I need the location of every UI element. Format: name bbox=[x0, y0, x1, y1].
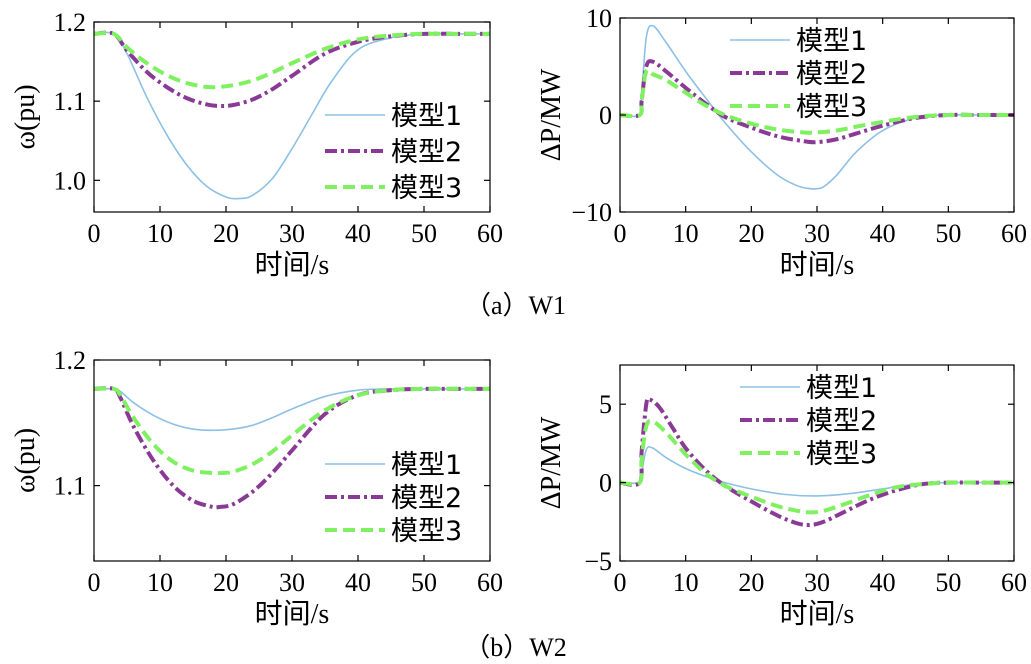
x-axis-label: 时间/s bbox=[780, 249, 855, 281]
y-tick-label: 1.1 bbox=[54, 87, 87, 116]
x-tick-label: 30 bbox=[279, 568, 305, 597]
y-tick-label: 1.0 bbox=[54, 166, 87, 195]
series-line-2 bbox=[620, 59, 1014, 145]
x-tick-label: 20 bbox=[213, 568, 239, 597]
series-line-3 bbox=[94, 30, 490, 90]
x-tick-label: 0 bbox=[614, 568, 627, 597]
y-axis-label: ΔP/MW bbox=[536, 416, 567, 509]
series-line-3 bbox=[620, 418, 1014, 515]
x-tick-label: 60 bbox=[1001, 568, 1027, 597]
y-tick-label: 5 bbox=[599, 390, 612, 419]
plot-area bbox=[620, 24, 1014, 190]
x-axis-label: 时间/s bbox=[255, 249, 330, 281]
y-tick-label: 1.2 bbox=[54, 8, 87, 37]
caption-b: （b）W2 bbox=[464, 633, 567, 662]
caption-a: （a）W1 bbox=[464, 291, 567, 320]
legend-label-2: 模型2 bbox=[806, 406, 877, 437]
x-tick-label: 0 bbox=[614, 219, 627, 248]
x-tick-label: 40 bbox=[870, 568, 896, 597]
legend-label-3: 模型3 bbox=[391, 173, 462, 204]
x-tick-label: 40 bbox=[345, 568, 371, 597]
x-tick-label: 50 bbox=[411, 568, 437, 597]
x-axis-label: 时间/s bbox=[780, 598, 855, 630]
x-tick-label: 10 bbox=[673, 568, 699, 597]
x-tick-label: 60 bbox=[477, 568, 503, 597]
x-tick-label: 40 bbox=[345, 219, 371, 248]
legend-label-2: 模型2 bbox=[796, 59, 867, 90]
x-tick-label: 30 bbox=[279, 219, 305, 248]
x-tick-label: 60 bbox=[1001, 219, 1027, 248]
x-tick-label: 50 bbox=[935, 219, 961, 248]
x-axis-label: 时间/s bbox=[255, 598, 330, 630]
x-tick-label: 10 bbox=[147, 219, 173, 248]
x-tick-label: 30 bbox=[804, 219, 830, 248]
legend: 模型1 模型2 模型3 bbox=[325, 101, 462, 204]
x-tick-label: 50 bbox=[935, 568, 961, 597]
x-tick-label: 20 bbox=[213, 219, 239, 248]
legend-label-2: 模型2 bbox=[391, 137, 462, 168]
legend-label-1: 模型1 bbox=[796, 26, 867, 57]
x-tick-label: 20 bbox=[738, 568, 764, 597]
x-tick-label: 10 bbox=[673, 219, 699, 248]
y-axis-label: ω(pu) bbox=[10, 428, 41, 493]
y-tick-label: 1.1 bbox=[54, 472, 87, 501]
series-line-2 bbox=[94, 386, 490, 510]
x-tick-label: 40 bbox=[870, 219, 896, 248]
plot-area bbox=[94, 30, 490, 200]
series-line-3 bbox=[620, 67, 1014, 135]
x-tick-label: 10 bbox=[147, 568, 173, 597]
x-tick-label: 30 bbox=[804, 568, 830, 597]
plot-area bbox=[620, 396, 1014, 528]
x-tick-label: 60 bbox=[477, 219, 503, 248]
y-tick-label: 0 bbox=[599, 101, 612, 130]
series-line-3 bbox=[94, 386, 490, 476]
legend-label-3: 模型3 bbox=[391, 516, 462, 547]
x-tick-label: 0 bbox=[88, 219, 101, 248]
y-tick-label: 10 bbox=[586, 4, 612, 33]
y-tick-label: 1.2 bbox=[54, 346, 87, 375]
x-tick-label: 0 bbox=[88, 568, 101, 597]
series-line-2 bbox=[620, 396, 1014, 528]
x-tick-label: 50 bbox=[411, 219, 437, 248]
plot-area bbox=[94, 386, 490, 510]
legend-label-1: 模型1 bbox=[391, 101, 462, 132]
y-tick-label: −5 bbox=[584, 547, 612, 576]
series-line-1 bbox=[94, 387, 490, 432]
legend-label-1: 模型1 bbox=[391, 450, 462, 481]
legend-label-3: 模型3 bbox=[796, 92, 867, 123]
y-tick-label: 0 bbox=[599, 469, 612, 498]
x-tick-label: 20 bbox=[738, 219, 764, 248]
y-axis-label: ΔP/MW bbox=[536, 68, 567, 161]
legend-label-1: 模型1 bbox=[806, 373, 877, 404]
y-axis-label: ω(pu) bbox=[10, 84, 41, 149]
legend-label-3: 模型3 bbox=[806, 439, 877, 470]
chart-a-left: 0 10 20 30 40 50 60 1.0 1.1 1.2 时间/s ω(pu) 模型1 模型2 模型3 bbox=[10, 8, 503, 281]
y-tick-label: −10 bbox=[571, 198, 612, 227]
legend-label-2: 模型2 bbox=[391, 483, 462, 514]
